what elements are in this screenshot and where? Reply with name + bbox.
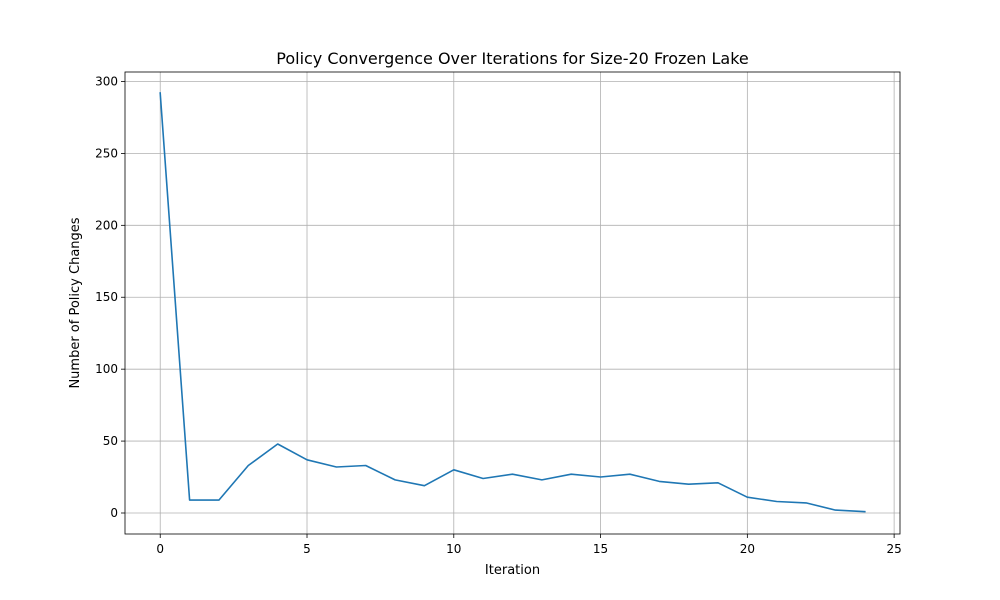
y-axis-label: Number of Policy Changes	[68, 217, 83, 388]
x-tick-label: 10	[446, 542, 461, 556]
x-tick-label: 0	[156, 542, 164, 556]
chart-title: Policy Convergence Over Iterations for S…	[276, 49, 748, 68]
x-tick-label: 15	[593, 542, 608, 556]
y-tick-label: 50	[103, 434, 118, 448]
y-tick-label: 300	[95, 74, 118, 88]
y-tick-label: 150	[95, 290, 118, 304]
x-tick-label: 5	[303, 542, 311, 556]
plot-frame	[124, 71, 901, 535]
x-axis-label: Iteration	[485, 563, 540, 578]
grid	[125, 72, 900, 534]
y-tick-label: 100	[95, 362, 118, 376]
y-tick-label: 0	[110, 506, 118, 520]
x-tick-label: 25	[886, 542, 901, 556]
series-layer	[159, 92, 866, 513]
y-tick-label: 200	[95, 218, 118, 232]
x-tick-label: 20	[740, 542, 755, 556]
y-tick-label: 250	[95, 146, 118, 160]
series-line	[159, 92, 866, 513]
